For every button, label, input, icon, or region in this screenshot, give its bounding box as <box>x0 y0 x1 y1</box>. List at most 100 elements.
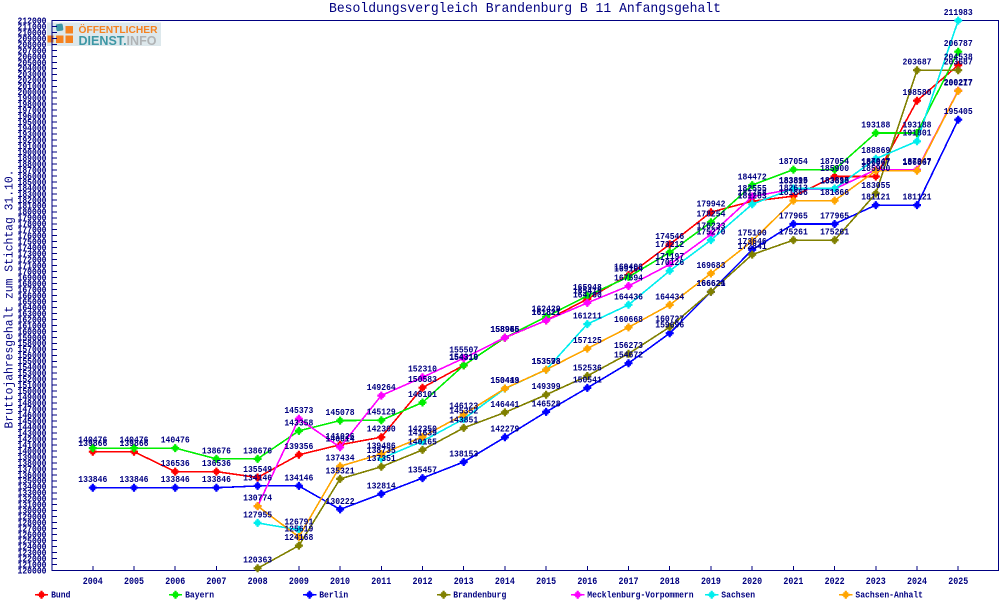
svg-text:175261: 175261 <box>820 227 849 238</box>
svg-text:183819: 183819 <box>779 175 808 186</box>
svg-text:Bayern: Bayern <box>185 590 214 600</box>
svg-text:186000: 186000 <box>18 172 47 182</box>
svg-text:146123: 146123 <box>449 401 478 412</box>
svg-text:139866: 139866 <box>78 438 107 449</box>
svg-text:2017: 2017 <box>619 576 639 588</box>
svg-text:186867: 186867 <box>861 157 890 168</box>
svg-text:140614: 140614 <box>326 434 355 445</box>
svg-text:177965: 177965 <box>779 210 808 221</box>
svg-text:158946: 158946 <box>490 324 519 335</box>
svg-text:203000: 203000 <box>18 70 47 80</box>
svg-text:153578: 153578 <box>532 356 561 367</box>
svg-text:168000: 168000 <box>18 279 47 289</box>
svg-text:161827: 161827 <box>532 307 561 318</box>
svg-text:181121: 181121 <box>861 192 890 203</box>
svg-text:161000: 161000 <box>18 321 47 331</box>
svg-text:199000: 199000 <box>18 94 47 104</box>
svg-text:134000: 134000 <box>18 483 47 493</box>
svg-text:2012: 2012 <box>412 576 432 588</box>
svg-text:187054: 187054 <box>779 156 808 167</box>
svg-text:150419: 150419 <box>490 375 519 386</box>
svg-text:2011: 2011 <box>371 576 391 588</box>
svg-text:181866: 181866 <box>779 187 808 198</box>
svg-text:143851: 143851 <box>449 414 478 425</box>
svg-text:195000: 195000 <box>18 118 47 128</box>
svg-text:141026: 141026 <box>326 431 355 442</box>
svg-text:133846: 133846 <box>78 474 107 485</box>
svg-text:137351: 137351 <box>367 453 396 464</box>
svg-text:123000: 123000 <box>18 548 47 558</box>
svg-text:138676: 138676 <box>202 445 231 456</box>
svg-text:137434: 137434 <box>326 453 355 464</box>
svg-text:2021: 2021 <box>783 576 803 588</box>
svg-text:2004: 2004 <box>83 576 103 588</box>
svg-text:174000: 174000 <box>18 244 47 254</box>
svg-text:149264: 149264 <box>367 382 396 393</box>
svg-text:183000: 183000 <box>18 190 47 200</box>
svg-text:129000: 129000 <box>18 513 47 523</box>
svg-text:188000: 188000 <box>18 160 47 170</box>
svg-text:144000: 144000 <box>18 423 47 433</box>
svg-text:130000: 130000 <box>18 507 47 517</box>
svg-text:135457: 135457 <box>408 464 437 475</box>
svg-text:2009: 2009 <box>289 576 309 588</box>
svg-text:165000: 165000 <box>18 297 47 307</box>
svg-text:211983: 211983 <box>944 7 973 18</box>
svg-text:177000: 177000 <box>18 226 47 236</box>
svg-text:136536: 136536 <box>202 458 231 469</box>
svg-text:164434: 164434 <box>655 291 684 302</box>
svg-text:131000: 131000 <box>18 501 47 511</box>
svg-text:164436: 164436 <box>614 291 643 302</box>
svg-text:181768: 181768 <box>738 188 767 199</box>
svg-text:138676: 138676 <box>243 445 272 456</box>
svg-text:125000: 125000 <box>18 537 47 547</box>
svg-text:2018: 2018 <box>660 576 680 588</box>
svg-text:198000: 198000 <box>18 100 47 110</box>
svg-text:165948: 165948 <box>573 282 602 293</box>
svg-text:2024: 2024 <box>907 576 927 588</box>
svg-text:146441: 146441 <box>490 399 519 410</box>
svg-text:137000: 137000 <box>18 465 47 475</box>
svg-text:2016: 2016 <box>577 576 597 588</box>
svg-text:Brandenburg: Brandenburg <box>453 590 506 600</box>
svg-text:200000: 200000 <box>18 88 47 98</box>
svg-text:134146: 134146 <box>243 472 272 483</box>
svg-text:169406: 169406 <box>614 262 643 273</box>
svg-text:206787: 206787 <box>944 38 973 49</box>
svg-text:212000: 212000 <box>18 16 47 26</box>
svg-text:150583: 150583 <box>408 374 437 385</box>
svg-text:152536: 152536 <box>573 362 602 373</box>
svg-text:142350: 142350 <box>408 423 437 434</box>
svg-text:197000: 197000 <box>18 106 47 116</box>
svg-text:169104: 169104 <box>614 263 643 274</box>
svg-text:136536: 136536 <box>161 458 190 469</box>
svg-text:ÖFFENTLICHER: ÖFFENTLICHER <box>79 23 159 36</box>
svg-text:Berlin: Berlin <box>319 590 348 600</box>
svg-text:201000: 201000 <box>18 82 47 92</box>
svg-text:209000: 209000 <box>18 34 47 44</box>
svg-text:189000: 189000 <box>18 154 47 164</box>
svg-text:169683: 169683 <box>696 260 725 271</box>
svg-text:150443: 150443 <box>490 375 519 386</box>
svg-text:127955: 127955 <box>243 509 272 520</box>
svg-text:172000: 172000 <box>18 256 47 266</box>
svg-text:154672: 154672 <box>614 350 643 361</box>
svg-text:181121: 181121 <box>903 192 932 203</box>
svg-text:166000: 166000 <box>18 291 47 301</box>
svg-text:146528: 146528 <box>532 398 561 409</box>
svg-text:141000: 141000 <box>18 441 47 451</box>
svg-text:182000: 182000 <box>18 196 47 206</box>
svg-text:175100: 175100 <box>738 228 767 239</box>
svg-text:185900: 185900 <box>820 163 849 174</box>
svg-text:158000: 158000 <box>18 339 47 349</box>
svg-text:206000: 206000 <box>18 52 47 62</box>
svg-text:Sachsen: Sachsen <box>721 590 755 600</box>
svg-text:153593: 153593 <box>532 356 561 367</box>
svg-text:120000: 120000 <box>18 566 47 576</box>
svg-text:183055: 183055 <box>861 180 890 191</box>
svg-text:166624: 166624 <box>696 278 725 289</box>
svg-text:194000: 194000 <box>18 124 47 134</box>
svg-text:170000: 170000 <box>18 267 47 277</box>
svg-text:167594: 167594 <box>614 272 643 283</box>
svg-text:139356: 139356 <box>284 441 313 452</box>
